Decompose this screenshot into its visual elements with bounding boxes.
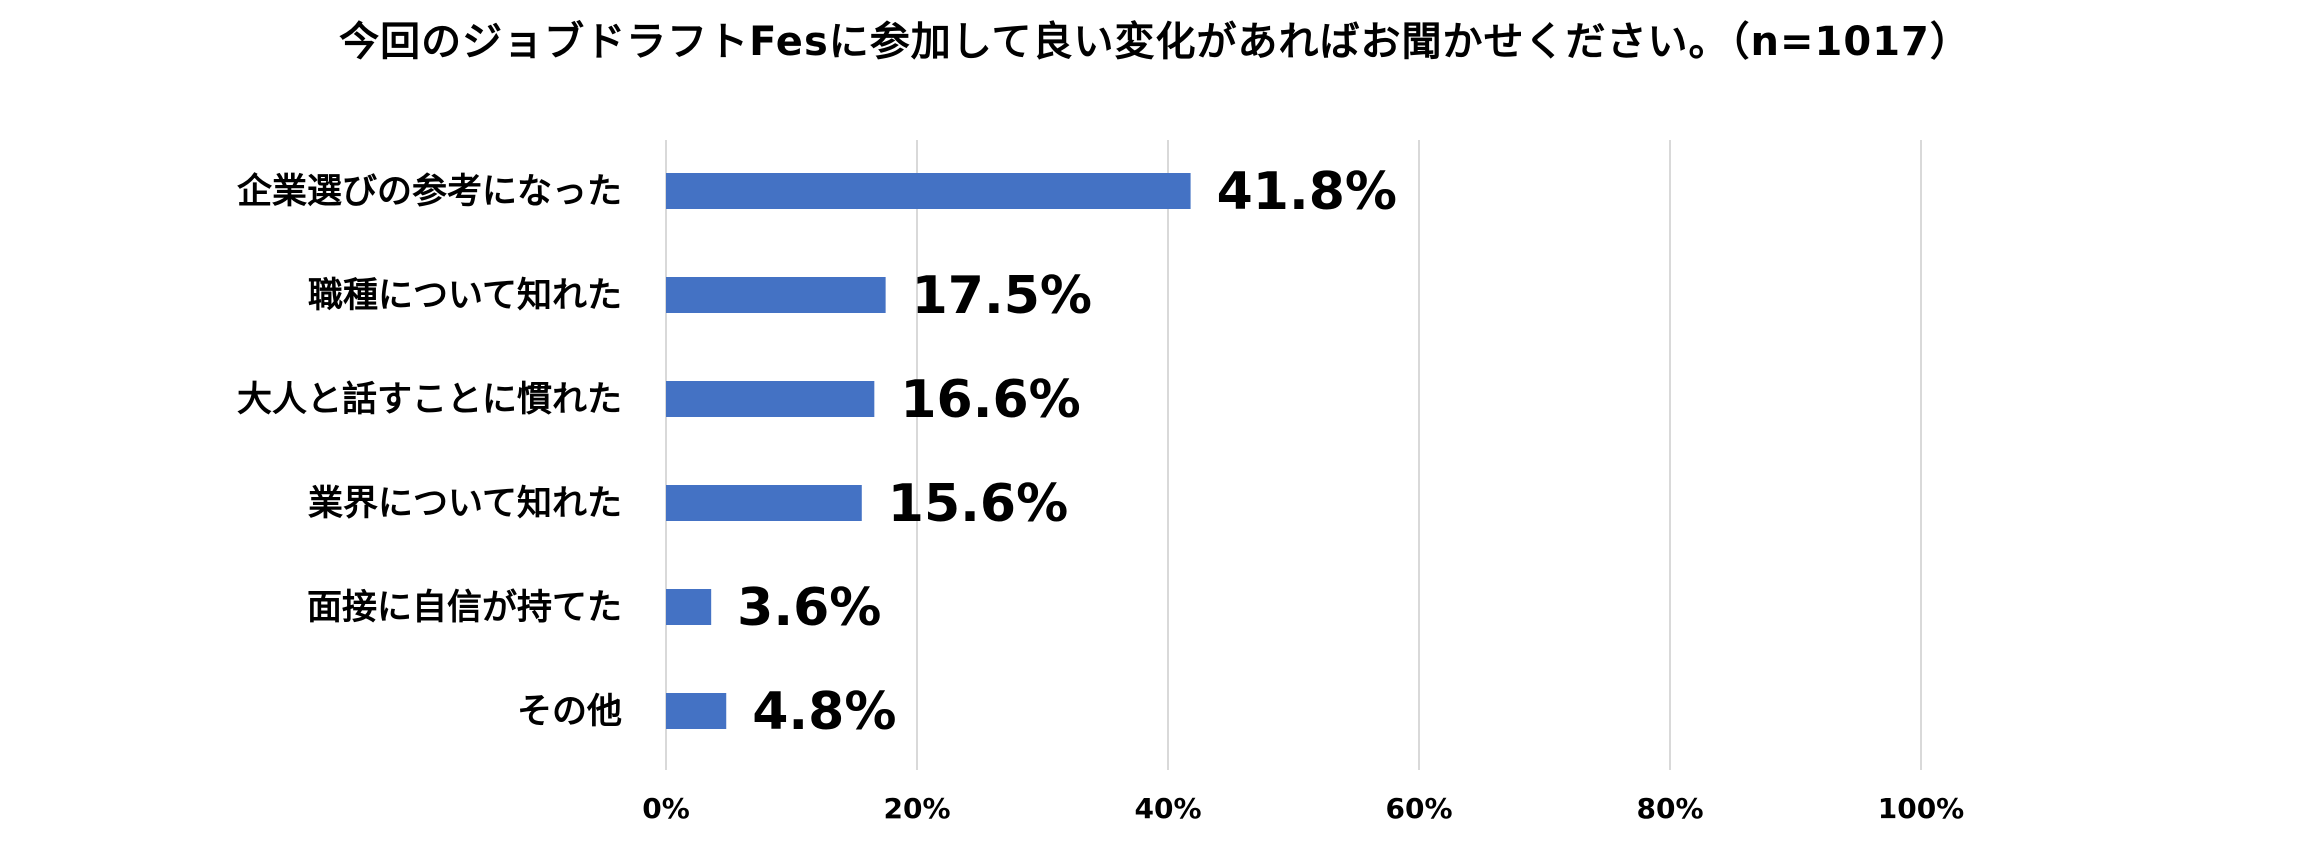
data-label: 4.8% [752,682,896,742]
data-label: 16.6% [900,370,1080,430]
x-tick-label: 20% [883,792,950,825]
bar [666,485,862,521]
category-label: 大人と話すことに慣れた [237,380,622,420]
bars [666,173,1191,729]
grid-lines [665,140,1922,770]
bar [666,173,1191,209]
x-tick-label: 40% [1134,792,1201,825]
bar [666,589,712,625]
bar [666,381,875,417]
category-label: 業界について知れた [308,484,622,524]
bar [666,693,727,729]
x-tick-label: 60% [1385,792,1452,825]
x-tick-label: 0% [642,792,690,825]
data-label: 15.6% [888,474,1068,534]
data-label: 17.5% [912,266,1092,326]
chart-title: 今回のジョブドラフトFesに参加して良い変化があればお聞かせください。（n=10… [339,19,1971,65]
category-label: 職種について知れた [308,276,622,316]
category-labels: 企業選びの参考になった職種について知れた大人と話すことに慣れた業界について知れた… [237,171,622,732]
category-label: その他 [517,692,622,732]
x-tick-label: 80% [1636,792,1703,825]
data-label: 3.6% [737,578,881,638]
bar [666,277,886,313]
category-label: 企業選びの参考になった [237,171,622,212]
x-tick-label: 100% [1878,792,1965,825]
value-labels: 41.8% 17.5% 16.6% 15.6%3.6% 4.8% [737,162,1397,742]
data-label: 41.8% [1217,162,1397,222]
x-axis-tick-labels: 0% 20% 40% 60% 80% 100% [642,792,1964,825]
category-label: 面接に自信が持てた [307,588,622,628]
